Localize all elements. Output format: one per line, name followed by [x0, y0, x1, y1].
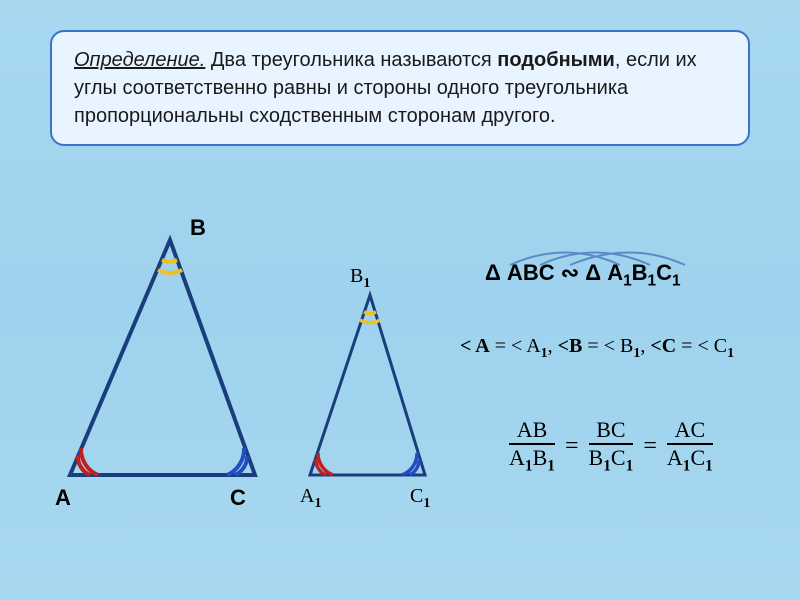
triangles-svg [40, 220, 460, 520]
angle-b-arc2 [158, 270, 182, 273]
vertex-b: B [190, 215, 206, 241]
ratio-equation: AB A1B1 = BC B1C1 = AC A1C1 [505, 415, 717, 477]
ratio-num-3: AC [667, 417, 713, 445]
definition-box: Определение. Два треугольника называются… [50, 30, 750, 146]
diagram-area: A B C A1 B1 C1 Δ ABC ∾ Δ A1B1C1 < A = < … [40, 220, 780, 580]
angle-equations: < A = < A1, <B = < B1, <C = < C1 [460, 335, 734, 362]
similarity-tri2: Δ A1B1C1 [585, 260, 680, 285]
angle-b-arc1 [162, 260, 177, 262]
vertex-c: C [230, 485, 246, 511]
ratio-den-3: A1C1 [667, 445, 713, 475]
triangle-abc [70, 240, 255, 475]
angle-b1-arc1 [364, 312, 376, 313]
ratio-num-2: BC [589, 417, 634, 445]
definition-label: Определение. [74, 49, 205, 71]
ratio-den-2: B1C1 [589, 445, 634, 475]
definition-text-1: Два треугольника называются [205, 49, 497, 71]
similarity-statement: Δ ABC ∾ Δ A1B1C1 [485, 260, 681, 290]
definition-bold: подобными [497, 49, 615, 71]
vertex-a1: A1 [300, 485, 321, 512]
vertex-b1: B1 [350, 265, 370, 292]
ratio-den-1: A1B1 [509, 445, 555, 475]
vertex-a: A [55, 485, 71, 511]
vertex-c1: C1 [410, 485, 430, 512]
ratio-num-1: AB [509, 417, 555, 445]
angle-b1-arc2 [360, 320, 380, 323]
